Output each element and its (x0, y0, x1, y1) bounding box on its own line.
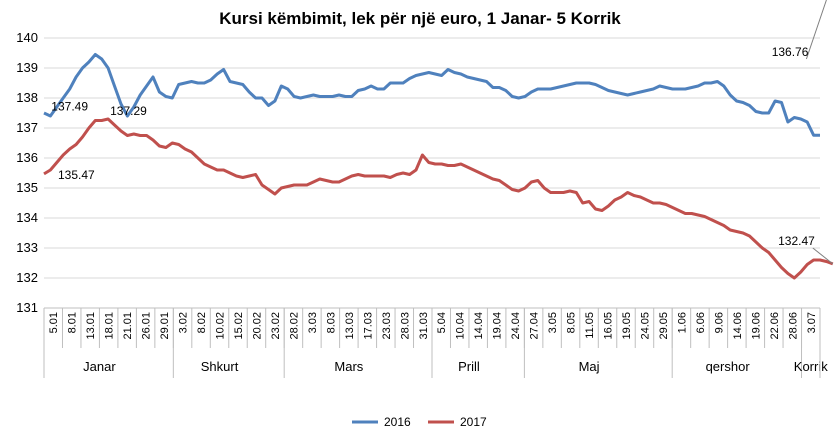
data-label: 137.29 (110, 104, 147, 118)
x-tick-label: 16.05 (603, 312, 615, 340)
month-label: Maj (579, 359, 600, 374)
x-tick-label: 13.01 (85, 312, 97, 340)
month-label: Janar (83, 359, 116, 374)
x-tick-label: 8.03 (325, 312, 337, 333)
y-tick-label: 131 (16, 300, 38, 315)
x-tick-label: 28.02 (288, 312, 300, 340)
series-line-2016 (43, 53, 820, 137)
x-tick-label: 14.06 (732, 312, 744, 340)
y-tick-label: 136 (16, 150, 38, 165)
y-tick-label: 132 (16, 270, 38, 285)
x-tick-label: 19.06 (750, 312, 762, 340)
month-label: Mars (334, 359, 363, 374)
x-tick-label: 13.03 (344, 312, 356, 340)
x-tick-label: 22.06 (769, 312, 781, 340)
x-tick-label: 3.05 (547, 312, 559, 333)
x-tick-label: 18.01 (104, 312, 116, 340)
grid-lines (44, 37, 820, 309)
legend: 2016 2017 (352, 415, 487, 429)
x-tick-label: 23.02 (270, 312, 282, 340)
y-tick-label: 140 (16, 30, 38, 45)
x-tick-label: 31.03 (418, 312, 430, 340)
x-tick-label: 29.05 (658, 312, 670, 340)
data-label: 136.76 (772, 45, 809, 59)
x-tick-label: 3.07 (806, 312, 818, 333)
x-tick-label: 8.02 (196, 312, 208, 333)
x-tick-label: 10.04 (455, 312, 467, 340)
data-label: 135.47 (58, 168, 95, 182)
month-label: Shkurt (201, 359, 239, 374)
x-tick-label: 20.02 (251, 312, 263, 340)
legend-label-2016: 2016 (384, 415, 411, 429)
y-tick-label: 133 (16, 240, 38, 255)
x-tick-label: 3.03 (307, 312, 319, 333)
month-label: Prill (458, 359, 480, 374)
series-line-2017 (43, 117, 834, 280)
x-tick-label: 5.01 (48, 312, 60, 333)
x-tick-label: 24.04 (510, 312, 522, 340)
x-tick-label: 8.01 (67, 312, 79, 333)
x-tick-label: 5.04 (436, 312, 448, 333)
y-tick-label: 137 (16, 120, 38, 135)
month-label: Korrik (794, 359, 828, 374)
series-lines (43, 53, 834, 280)
x-tick-label: 24.05 (639, 312, 651, 340)
y-tick-label: 139 (16, 60, 38, 75)
x-tick-label: 9.06 (713, 312, 725, 333)
data-label: 137.49 (51, 100, 88, 114)
x-tick-label: 19.05 (621, 312, 633, 340)
annotation-leader (805, 0, 827, 60)
data-annotations: 137.49 137.29 135.47 136.76 132.47 (51, 0, 834, 265)
x-tick-label: 21.01 (122, 312, 134, 340)
y-tick-label: 138 (16, 90, 38, 105)
x-tick-label: 28.06 (787, 312, 799, 340)
x-tick-label: 27.04 (529, 312, 541, 340)
x-tick-label: 28.03 (399, 312, 411, 340)
x-tick-label: 3.02 (178, 312, 190, 333)
x-tick-label: 17.03 (362, 312, 374, 340)
x-tick-label: 23.03 (381, 312, 393, 340)
data-label: 132.47 (778, 234, 815, 248)
y-axis-ticks: 131 132 133 134 135 136 137 138 139 140 (16, 30, 38, 315)
x-tick-label: 11.05 (584, 312, 596, 339)
legend-label-2017: 2017 (460, 415, 487, 429)
x-tick-label: 15.02 (233, 312, 245, 340)
y-tick-label: 134 (16, 210, 38, 225)
month-label: qershor (706, 359, 751, 374)
x-tick-label: 8.05 (566, 312, 578, 333)
y-tick-label: 135 (16, 180, 38, 195)
x-tick-label: 6.06 (695, 312, 707, 333)
x-tick-label: 10.02 (215, 312, 227, 340)
x-tick-label: 19.04 (492, 312, 504, 340)
x-tick-label: 1.06 (676, 312, 688, 333)
x-tick-label: 29.01 (159, 312, 171, 340)
x-axis: 5.01 8.01 13.01 18.01 21.01 26.01 29.01 3.02 8.0… (43, 307, 828, 378)
chart-title: Kursi këmbimit, lek për një euro, 1 Jana… (219, 9, 621, 28)
x-tick-label: 14.04 (473, 312, 485, 340)
x-tick-label: 26.01 (141, 312, 153, 340)
annotation-leader (812, 247, 834, 265)
